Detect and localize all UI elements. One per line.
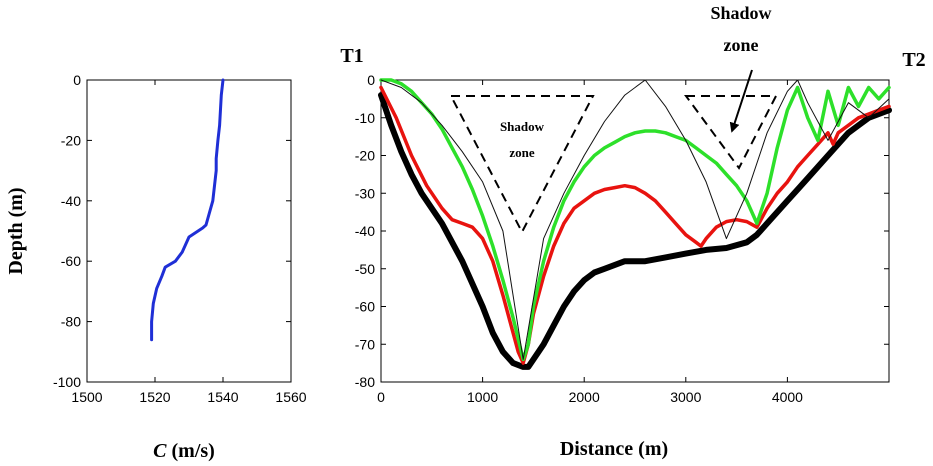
left-xtick-label: 1560 (275, 389, 306, 405)
right-xtick-label: 4000 (772, 389, 803, 405)
right-xlabel: Distance (m) (560, 438, 668, 460)
shadow-zone-left-line2: zone (509, 145, 535, 160)
left-series-group (150, 78, 225, 342)
left-ytick-label: -40 (61, 193, 81, 209)
left-xlabel-unit: (m/s) (167, 440, 215, 462)
series-bathymetry (378, 92, 892, 370)
left-ytick-label: -80 (61, 314, 81, 330)
label-t2: T2 (902, 49, 925, 71)
right-ytick-label: 0 (367, 72, 375, 88)
right-ytick-label: -60 (355, 299, 375, 315)
shadow-zone-right-triangle (684, 95, 778, 170)
sound-speed-panel: 1500 1520 1540 1560 0 -20 -40 -60 -80 -100 Depth … (5, 72, 307, 462)
right-xtick-label: 3000 (670, 389, 701, 405)
right-xtick-label: 2000 (569, 389, 600, 405)
left-ylabel: Depth (m) (5, 187, 27, 274)
right-xtick-label: 1000 (467, 389, 498, 405)
right-tick-group: 0 1000 2000 3000 4000 0 -10 -20 -30 -40 -50 -60 -70 -… (355, 72, 889, 405)
right-ytick-label: -50 (355, 261, 375, 277)
left-ytick-label: -100 (53, 374, 81, 390)
series-ray-red (379, 85, 891, 365)
left-xtick-label: 1540 (207, 389, 238, 405)
left-xtick-label: 1520 (139, 389, 170, 405)
right-series-group (378, 78, 892, 370)
right-ytick-label: -10 (355, 110, 375, 126)
left-axes-box (86, 79, 292, 383)
right-ytick-label: -20 (355, 148, 375, 164)
right-ytick-label: -70 (355, 336, 375, 352)
left-ytick-label: -20 (61, 132, 81, 148)
shadow-zone-left-line1: Shadow (500, 119, 545, 134)
left-xlabel: C (m/s) (153, 440, 215, 462)
left-xtick-label: 1500 (71, 389, 102, 405)
right-axes-box (380, 79, 890, 383)
left-xlabel-symbol: C (153, 440, 167, 462)
left-ytick-label: 0 (73, 72, 81, 88)
shadow-zone-right-line1: Shadow (710, 3, 771, 23)
right-ytick-label: -80 (355, 374, 375, 390)
series-ray-green (379, 78, 891, 362)
right-ytick-label: -30 (355, 185, 375, 201)
shadow-zone-right-line2: zone (724, 35, 759, 55)
series-ray-thin (380, 79, 890, 360)
shadow-zone-arrow (729, 69, 753, 133)
shadow-zone-left-triangle (449, 95, 595, 235)
series-sound-speed (150, 78, 225, 342)
label-t1: T1 (340, 45, 363, 67)
left-ytick-label: -60 (61, 253, 81, 269)
ray-trace-panel: 0 1000 2000 3000 4000 0 -10 -20 -30 -40 -50 -60 -70 -… (340, 3, 925, 460)
left-tick-group: 1500 1520 1540 1560 0 -20 -40 -60 -80 -100 (53, 72, 307, 405)
right-xtick-label: 0 (377, 389, 385, 405)
right-ytick-label: -40 (355, 223, 375, 239)
